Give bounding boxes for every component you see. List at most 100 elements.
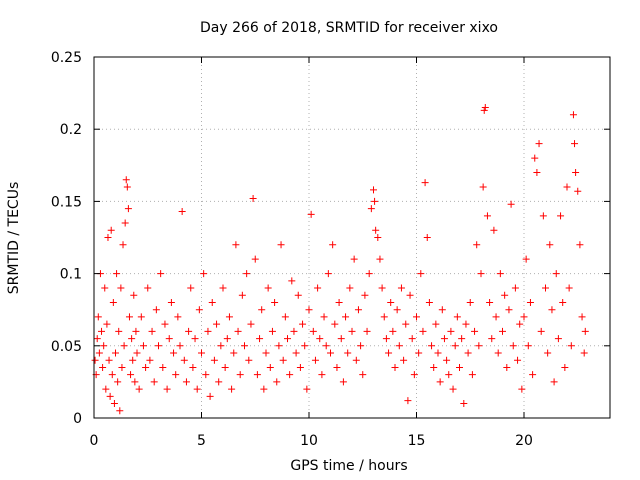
data-point xyxy=(101,284,109,292)
data-point xyxy=(494,349,502,357)
data-point xyxy=(522,255,530,263)
data-point xyxy=(174,313,182,321)
data-point xyxy=(100,342,108,350)
data-point xyxy=(471,327,479,335)
data-point xyxy=(288,277,296,285)
data-point xyxy=(333,363,341,371)
data-point xyxy=(466,298,474,306)
data-point xyxy=(115,327,123,335)
data-point xyxy=(367,205,375,213)
data-point xyxy=(339,378,347,386)
data-point xyxy=(361,291,369,299)
data-point xyxy=(417,270,425,278)
data-point xyxy=(477,270,485,278)
data-point xyxy=(423,234,431,241)
data-point xyxy=(135,385,143,393)
data-point xyxy=(189,363,197,371)
data-point xyxy=(428,342,436,350)
data-point xyxy=(406,291,414,299)
data-point xyxy=(217,342,225,350)
data-point xyxy=(292,349,300,357)
data-point xyxy=(456,363,463,371)
data-point xyxy=(518,385,526,393)
data-point xyxy=(408,335,416,343)
data-point xyxy=(569,111,577,119)
data-point xyxy=(434,349,442,357)
data-point xyxy=(552,270,560,278)
data-point xyxy=(195,306,203,314)
data-point xyxy=(346,284,354,292)
data-point xyxy=(378,284,386,292)
data-point xyxy=(118,363,126,371)
data-point xyxy=(253,371,261,379)
data-point xyxy=(155,342,162,350)
data-point xyxy=(299,320,307,328)
data-point xyxy=(509,342,517,350)
data-point xyxy=(268,327,276,335)
data-point xyxy=(445,371,453,379)
data-point xyxy=(370,186,377,194)
data-point xyxy=(130,291,138,299)
data-point xyxy=(542,284,549,292)
data-point xyxy=(131,378,139,386)
data-point xyxy=(281,313,289,321)
data-point xyxy=(215,378,223,386)
data-point xyxy=(273,378,281,386)
data-point xyxy=(507,200,515,208)
data-point xyxy=(119,241,127,249)
data-point xyxy=(279,356,287,364)
data-point xyxy=(413,313,420,321)
x-tick-label: 0 xyxy=(90,433,99,449)
data-point xyxy=(430,363,438,371)
data-point xyxy=(460,400,468,408)
data-point xyxy=(492,313,500,321)
data-point xyxy=(322,342,330,350)
y-tick-label: 0.05 xyxy=(51,339,82,355)
data-point xyxy=(344,349,352,357)
data-point xyxy=(221,363,229,371)
data-point xyxy=(544,349,552,357)
y-tick-label: 0.15 xyxy=(51,194,82,210)
data-point xyxy=(125,313,133,321)
data-point xyxy=(505,306,513,314)
data-point xyxy=(309,327,317,335)
data-point xyxy=(571,140,579,148)
data-point xyxy=(191,335,199,343)
data-point xyxy=(537,327,545,335)
data-point xyxy=(402,320,410,328)
data-point xyxy=(123,183,131,191)
data-point xyxy=(106,392,114,400)
data-point xyxy=(314,284,322,292)
data-point xyxy=(475,342,483,350)
data-point xyxy=(548,306,556,314)
data-point xyxy=(365,270,373,278)
data-point xyxy=(385,349,393,357)
y-tick-label: 0.2 xyxy=(60,122,82,138)
data-point xyxy=(473,241,481,249)
data-point xyxy=(187,284,195,292)
data-point xyxy=(425,298,433,306)
data-point xyxy=(318,371,326,379)
data-point xyxy=(127,371,135,379)
data-point xyxy=(157,270,165,278)
data-point xyxy=(113,270,121,278)
data-point xyxy=(488,335,496,343)
data-point xyxy=(348,327,356,335)
data-point xyxy=(327,349,334,357)
data-point xyxy=(451,342,459,350)
data-point xyxy=(415,349,423,357)
data-point xyxy=(331,320,339,328)
data-point xyxy=(567,342,575,350)
data-point xyxy=(324,270,332,278)
data-point xyxy=(245,356,253,364)
data-point xyxy=(391,363,399,371)
plot-frame xyxy=(93,56,611,419)
data-points xyxy=(91,104,589,415)
data-point xyxy=(546,241,554,249)
data-point xyxy=(225,313,233,321)
data-point xyxy=(501,291,509,299)
data-point xyxy=(443,356,451,364)
data-point xyxy=(98,327,106,335)
data-point xyxy=(481,104,489,112)
